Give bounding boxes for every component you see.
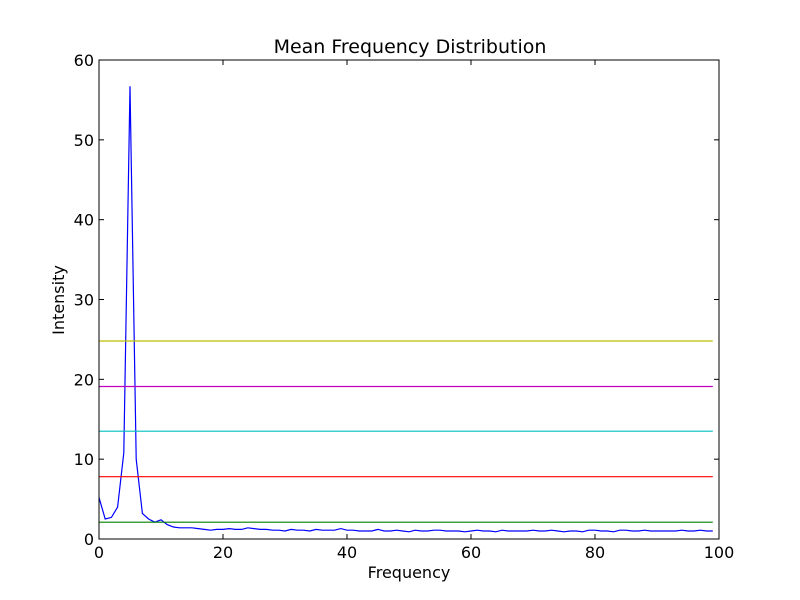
x-tick-label: 80 xyxy=(585,543,605,562)
x-tick-label: 0 xyxy=(94,543,104,562)
x-tick-label: 20 xyxy=(213,543,233,562)
plot-frame xyxy=(98,59,720,540)
y-tick-label: 0 xyxy=(84,530,94,549)
y-tick-label: 10 xyxy=(74,450,94,469)
x-tick-label: 100 xyxy=(704,543,735,562)
chart-title: Mean Frequency Distribution xyxy=(274,36,547,58)
y-tick-label: 30 xyxy=(74,291,94,310)
ticks-layer: 0 20 40 60 80 100 0 10 20 30 40 50 60 xyxy=(74,51,735,562)
y-tick-label: 60 xyxy=(74,51,94,70)
series-line-spectrum xyxy=(98,86,713,533)
x-axis-label: Frequency xyxy=(368,563,451,582)
x-tick-label: 40 xyxy=(337,543,357,562)
y-tick-label: 50 xyxy=(74,131,94,150)
y-axis-label: Intensity xyxy=(49,265,68,335)
series-layer xyxy=(98,86,713,533)
x-tick-label: 60 xyxy=(461,543,481,562)
y-tick-label: 40 xyxy=(74,211,94,230)
y-tick-label: 20 xyxy=(74,370,94,389)
